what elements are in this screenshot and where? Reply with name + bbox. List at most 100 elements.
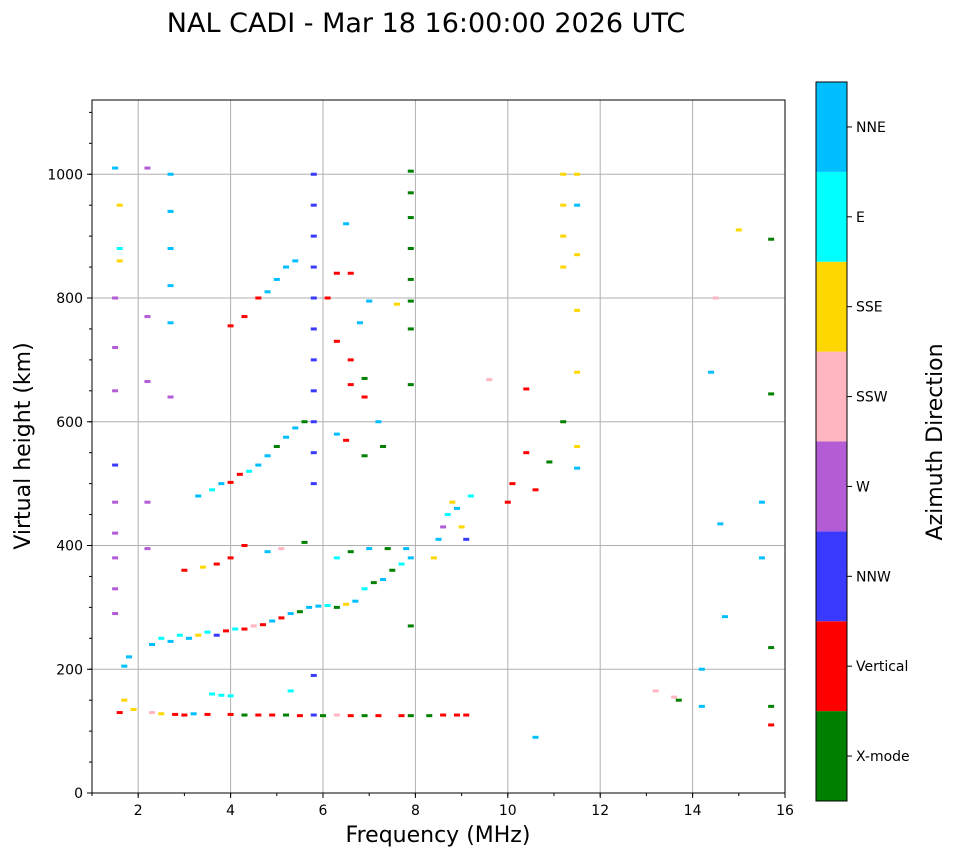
data-point [712, 296, 719, 300]
data-point [504, 500, 511, 504]
data-point [333, 339, 340, 343]
data-point [278, 616, 285, 620]
data-point [532, 488, 539, 492]
data-point [227, 694, 234, 698]
data-point [768, 704, 775, 708]
colorbar-segment [816, 711, 847, 801]
data-point [717, 522, 724, 526]
data-point [407, 624, 414, 628]
colorbar-segment [816, 261, 847, 352]
data-point [310, 234, 317, 238]
data-point [255, 713, 262, 717]
data-point [158, 636, 165, 640]
colorbar-segment [816, 82, 847, 172]
data-point [232, 627, 239, 631]
data-point [366, 299, 373, 303]
data-point [310, 420, 317, 424]
colorbar-label-x-mode: X-mode [856, 749, 910, 765]
data-point [227, 480, 234, 484]
data-point [440, 525, 447, 529]
data-point [333, 432, 340, 436]
data-point [407, 327, 414, 331]
data-point [315, 604, 322, 608]
data-point [458, 525, 465, 529]
series-0 [116, 673, 470, 718]
data-point [121, 698, 128, 702]
data-point [310, 203, 317, 207]
data-point [574, 445, 581, 448]
series-4 [227, 259, 299, 328]
data-point [213, 562, 220, 566]
data-point [195, 633, 202, 637]
plot-frame [91, 99, 786, 794]
colorbar-label-nne: NNE [856, 120, 886, 136]
data-point [407, 169, 414, 173]
data-point [361, 395, 368, 399]
y-axis-label: Virtual height (km) [11, 342, 36, 549]
data-point [167, 172, 174, 176]
data-point [227, 324, 234, 328]
data-point [407, 556, 414, 560]
colorbar-label-w: W [856, 479, 870, 495]
colorbar-label-nnw: NNW [856, 569, 891, 585]
y-tick-label: 1000 [47, 167, 83, 183]
series-5 [430, 420, 567, 560]
data-point [449, 500, 456, 504]
data-point [333, 271, 340, 275]
data-point [144, 315, 151, 319]
data-point [112, 587, 119, 591]
data-point [333, 556, 340, 560]
x-tick-label: 4 [226, 803, 235, 819]
data-point [213, 633, 220, 637]
data-point [440, 713, 447, 717]
data-point [269, 619, 276, 623]
data-point [167, 321, 174, 325]
colorbar-label-sse: SSE [856, 300, 883, 316]
data-point [384, 547, 391, 551]
data-point [546, 460, 553, 464]
data-point [144, 166, 151, 170]
data-point [292, 259, 299, 263]
data-point [310, 451, 317, 455]
data-point [463, 537, 470, 541]
series-7 [112, 166, 414, 628]
data-point [241, 544, 248, 547]
data-point [264, 290, 271, 294]
x-tick-label: 6 [319, 803, 328, 819]
data-point [144, 547, 151, 551]
data-point [181, 568, 188, 572]
data-point [310, 296, 317, 300]
data-point [768, 237, 775, 241]
data-point [560, 234, 567, 238]
data-point [167, 395, 174, 399]
data-point [463, 713, 470, 717]
data-point [116, 711, 123, 715]
data-point [167, 247, 174, 250]
y-tick-label: 0 [74, 786, 83, 802]
data-point [241, 315, 248, 319]
data-point [310, 358, 317, 362]
data-point [250, 624, 257, 628]
data-point [333, 605, 340, 609]
data-point [306, 605, 313, 609]
data-point [375, 714, 382, 718]
data-point [310, 327, 317, 331]
colorbar-segment [816, 441, 847, 532]
x-tick-label: 2 [134, 803, 143, 819]
data-point [199, 565, 206, 569]
data-point [112, 346, 119, 349]
data-point [273, 277, 280, 281]
data-point [560, 203, 567, 207]
x-axis-ticks: 2 4 6 8 10 12 14 16 [91, 793, 794, 819]
data-point [574, 172, 581, 176]
data-point [218, 693, 225, 697]
data-point [403, 547, 410, 551]
data-point [343, 222, 350, 226]
data-point [301, 420, 308, 424]
data-point [310, 172, 317, 176]
data-point [287, 689, 294, 693]
data-point [324, 296, 331, 300]
data-point [361, 454, 368, 458]
data-point [509, 482, 516, 486]
data-point [167, 639, 174, 643]
